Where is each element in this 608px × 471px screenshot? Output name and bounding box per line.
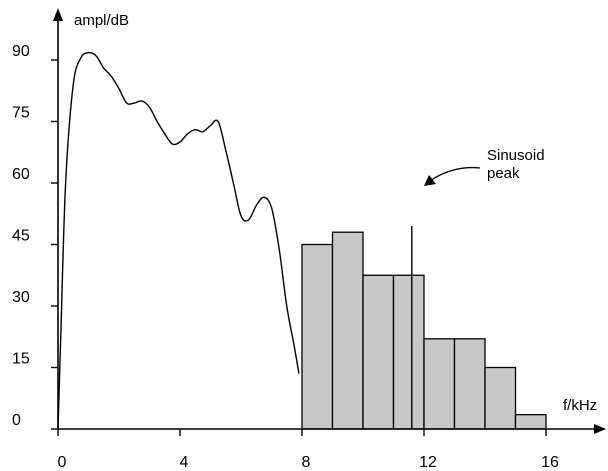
annotation-arrow	[429, 166, 481, 182]
bar	[423, 338, 456, 430]
bar	[331, 231, 364, 430]
y-tick-label: 30	[12, 289, 30, 306]
bar	[484, 366, 517, 430]
y-tick-label: 90	[12, 43, 30, 60]
bar	[362, 274, 395, 430]
x-ticks: 0 4 8 12 16	[57, 429, 559, 471]
x-axis-arrow	[594, 424, 606, 434]
y-axis-arrow	[53, 8, 63, 21]
x-tick-label: 0	[58, 454, 67, 471]
y-axis-label: ampl/dB	[74, 12, 129, 29]
x-tick-label: 16	[541, 454, 559, 471]
x-axis	[58, 424, 606, 434]
bar	[453, 338, 486, 430]
x-tick-label: 12	[419, 454, 437, 471]
histogram-bars	[301, 231, 547, 430]
spectrum-curve	[57, 51, 300, 430]
y-tick-label: 75	[12, 105, 30, 122]
x-tick-label: 8	[302, 454, 311, 471]
bar	[392, 274, 425, 430]
x-axis-label: f/kHz	[563, 397, 597, 414]
y-tick-label: 45	[12, 228, 30, 245]
annotation-line-1: Sinusoid	[487, 147, 545, 164]
y-tick-label: 60	[12, 166, 30, 183]
sinusoid-annotation: Sinusoid peak	[424, 147, 545, 186]
x-tick-label: 4	[180, 454, 189, 471]
annotation-line-2: peak	[487, 165, 520, 182]
y-axis	[53, 8, 63, 429]
y-tick-label: 15	[12, 351, 30, 368]
bar	[301, 243, 334, 430]
y-ticks: 0 15 30 45 60 75 90	[12, 43, 58, 430]
y-tick-label: 0	[12, 412, 21, 429]
annotation-arrowhead	[424, 175, 436, 186]
bar	[514, 413, 547, 430]
